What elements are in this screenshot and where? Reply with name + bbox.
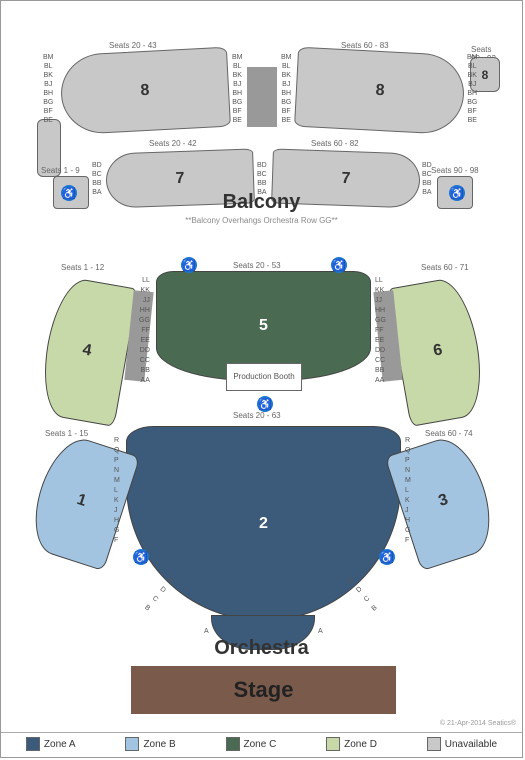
legend-swatch bbox=[26, 737, 40, 751]
section-number: 4 bbox=[81, 341, 93, 360]
row-labels-lower-left: RQPNMLKJHGF bbox=[114, 436, 120, 546]
wheelchair-icon bbox=[379, 549, 395, 565]
row-labels-upper-left: LLKKJJHHGGFFEEDDCCBBAA bbox=[139, 276, 150, 386]
seat-range-4: Seats 1 - 12 bbox=[61, 263, 104, 272]
stage-label: Stage bbox=[234, 677, 294, 703]
section-number: 2 bbox=[259, 515, 268, 533]
legend-swatch bbox=[326, 737, 340, 751]
row-labels-8-right-inner: BMBLBKBJBHBGBFBE bbox=[281, 53, 292, 125]
section-number: 1 bbox=[74, 491, 88, 511]
legend-label: Zone B bbox=[143, 739, 175, 750]
legend-swatch bbox=[125, 737, 139, 751]
orchestra-section-4[interactable]: 4 bbox=[35, 275, 138, 427]
row-label-a-left: A bbox=[204, 627, 209, 637]
seat-range-7sr: Seats 90 - 98 bbox=[431, 166, 479, 175]
orchestra-section-6[interactable]: 6 bbox=[386, 275, 489, 427]
balcony-note: **Balcony Overhangs Orchestra Row GG** bbox=[1, 216, 522, 225]
seat-range-8l: Seats 20 - 43 bbox=[109, 41, 157, 50]
legend-swatch bbox=[226, 737, 240, 751]
seat-range-7l: Seats 20 - 42 bbox=[149, 139, 197, 148]
legend-label: Zone A bbox=[44, 739, 76, 750]
row-labels-upper-right: LLKKJJHHGGFFEEDDCCBBAA bbox=[375, 276, 386, 386]
row-labels-front-right: EDCB bbox=[346, 575, 381, 615]
section-number: 6 bbox=[432, 341, 444, 360]
section-number: 3 bbox=[436, 491, 450, 511]
wheelchair-icon bbox=[257, 396, 273, 412]
wheelchair-icon bbox=[331, 257, 347, 273]
seat-range-6: Seats 60 - 71 bbox=[421, 263, 469, 272]
row-labels-lower-right: RQPNMLKJHGF bbox=[405, 436, 411, 546]
legend-item: Zone A bbox=[26, 737, 76, 751]
legend-item: Zone B bbox=[125, 737, 175, 751]
seat-range-2: Seats 20 - 63 bbox=[233, 411, 281, 420]
seat-range-3: Seats 60 - 74 bbox=[425, 429, 473, 438]
production-booth: Production Booth bbox=[226, 363, 302, 391]
orchestra-area: Seats 20 - 53 Seats 1 - 12 Seats 60 - 71… bbox=[1, 241, 522, 641]
row-labels-8-left-inner: BMBLBKBJBHBGBFBE bbox=[232, 53, 243, 125]
section-number: 5 bbox=[259, 317, 268, 335]
legend-label: Zone C bbox=[244, 739, 277, 750]
booth-label: Production Booth bbox=[233, 372, 294, 382]
legend-label: Zone D bbox=[344, 739, 377, 750]
seat-range-5: Seats 20 - 53 bbox=[233, 261, 281, 270]
balcony-gap bbox=[247, 67, 277, 127]
section-number: 8 bbox=[140, 82, 150, 100]
orchestra-section-3[interactable]: 3 bbox=[385, 431, 503, 571]
legend-label: Unavailable bbox=[445, 739, 497, 750]
wheelchair-icon bbox=[133, 549, 149, 565]
copyright: © 21-Apr-2014 Seatics® bbox=[440, 720, 516, 727]
row-label-a-right: A bbox=[318, 627, 323, 637]
row-labels-8-right-outer: BMBLBKBJBHBGBFBE bbox=[467, 53, 478, 125]
section-number: 8 bbox=[375, 82, 385, 100]
seat-range-7sl: Seats 1 - 9 bbox=[41, 166, 80, 175]
wheelchair-icon bbox=[181, 257, 197, 273]
row-labels-8-left-outer: BMBLBKBJBHBGBFBE bbox=[43, 53, 54, 125]
legend: Zone A Zone B Zone C Zone D Unavailable bbox=[1, 732, 522, 751]
row-labels-front-left: EDCB bbox=[141, 575, 176, 615]
seating-chart: Seats 20 - 43 Seats 60 - 83 Seats 90 - 9… bbox=[0, 0, 523, 758]
orchestra-section-1[interactable]: 1 bbox=[23, 431, 141, 571]
balcony-label: Balcony bbox=[1, 191, 522, 214]
seat-range-1: Seats 1 - 15 bbox=[45, 429, 88, 438]
balcony-section-8-left[interactable]: 8 bbox=[59, 47, 231, 136]
section-number: 8 bbox=[482, 68, 489, 82]
legend-swatch bbox=[427, 737, 441, 751]
orchestra-label: Orchestra bbox=[1, 637, 522, 660]
seat-range-7r: Seats 60 - 82 bbox=[311, 139, 359, 148]
section-number: 7 bbox=[341, 169, 351, 187]
stage: Stage bbox=[131, 666, 396, 714]
legend-item: Zone C bbox=[226, 737, 277, 751]
legend-item: Zone D bbox=[326, 737, 377, 751]
balcony-section-8-right[interactable]: 8 bbox=[294, 47, 466, 136]
section-number: 7 bbox=[175, 169, 185, 187]
legend-item: Unavailable bbox=[427, 737, 497, 751]
